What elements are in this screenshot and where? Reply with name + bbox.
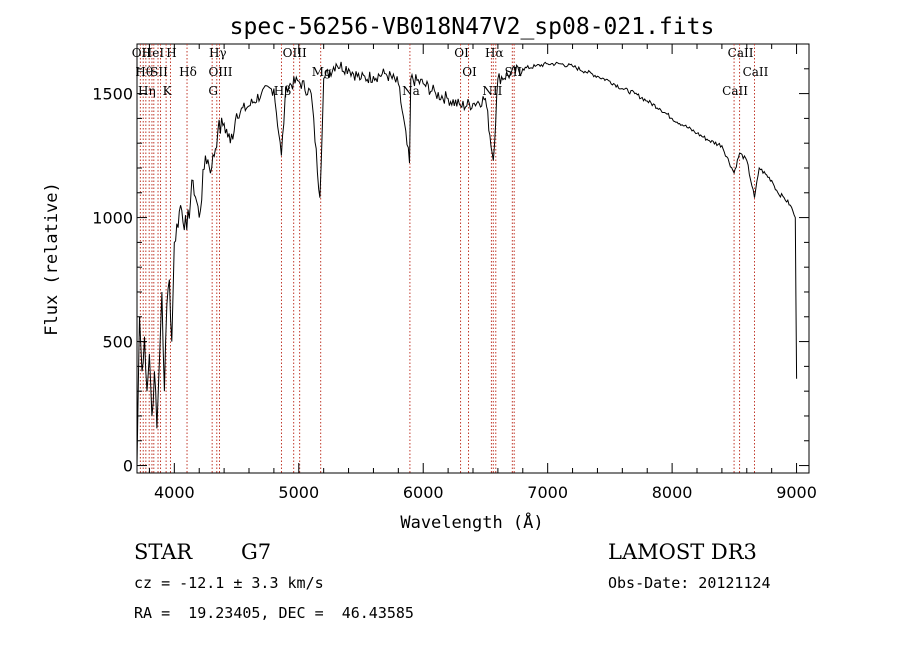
spectral-line-markers	[139, 44, 755, 473]
chart-title: spec-56256-VB018N47V2_sp08-021.fits	[230, 14, 715, 40]
y-axis: 0 500 1000 1500	[92, 68, 809, 476]
y-axis-label: Flux (relative)	[42, 182, 62, 336]
spectral-line-label: Hα	[485, 46, 504, 60]
spectral-line-label: CaII	[743, 65, 769, 79]
spectral-line-label: CaII	[722, 84, 748, 98]
survey-name: LAMOST DR3	[608, 540, 757, 564]
spectral-line-label: K	[163, 84, 173, 98]
y-tick-label: 500	[102, 333, 133, 352]
spectral-line-label: HeI	[142, 46, 165, 60]
spectral-line-label: G	[208, 84, 218, 98]
object-class: STAR	[134, 540, 193, 564]
y-tick-label: 1500	[92, 85, 133, 104]
spectral-line-label: OI	[462, 65, 477, 79]
plot-frame	[136, 43, 810, 474]
spectral-line-label: OII	[132, 46, 152, 60]
x-tick-label: 8000	[652, 483, 693, 502]
x-tick-label: 7000	[527, 483, 568, 502]
spectral-line-label: Mg	[312, 65, 332, 79]
spectral-line-label: OIII	[208, 65, 232, 79]
spectrum-series-line	[136, 61, 798, 466]
spectral-line-label: Hγ	[209, 46, 227, 60]
obs-date-text: Obs-Date: 20121124	[608, 574, 771, 592]
x-tick-label: 4000	[154, 483, 195, 502]
x-axis: 4000 5000 6000 7000 8000 9000	[148, 44, 817, 502]
object-subclass: G7	[241, 540, 272, 564]
x-tick-label: 5000	[278, 483, 319, 502]
coordinates-text: RA = 19.23405, DEC = 46.43585	[134, 604, 414, 622]
y-tick-label: 0	[123, 457, 133, 476]
spectral-line-label: Hδ	[179, 65, 197, 79]
x-tick-label: 6000	[403, 483, 444, 502]
spectral-line-label: Hη	[138, 84, 156, 98]
redshift-text: cz = -12.1 ± 3.3 km/s	[134, 574, 324, 592]
x-axis-label: Wavelength (Å)	[400, 511, 543, 533]
spectral-line-label: NII	[482, 84, 502, 98]
x-tick-label: 9000	[776, 483, 817, 502]
spectral-line-label: OIII	[283, 46, 307, 60]
spectral-line-label: CaII	[728, 46, 754, 60]
spectral-line-label: H	[166, 46, 176, 60]
spectral-line-label: Hβ	[274, 84, 291, 98]
spectral-line-labels: OIIHθHηHeISIIKHHδGHγOIIIHβOIIIMgNaOIOINI…	[132, 46, 769, 98]
spectral-line-label: OI	[454, 46, 469, 60]
spectral-line-label: SII	[150, 65, 168, 79]
y-tick-label: 1000	[92, 209, 133, 228]
